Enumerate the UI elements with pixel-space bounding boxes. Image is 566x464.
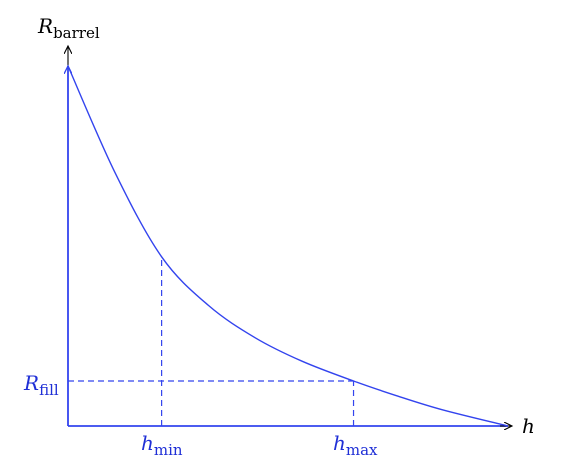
y-axis-label: Rbarrel — [37, 14, 100, 42]
guide-lines — [68, 256, 355, 426]
x-tick-label-hmin: hmin — [141, 431, 183, 459]
decay-curve — [67, 65, 509, 427]
y-tick-label-rfill: Rfill — [23, 371, 59, 399]
x-tick-label-hmax: hmax — [333, 431, 378, 459]
x-axis-label: h — [522, 414, 535, 438]
